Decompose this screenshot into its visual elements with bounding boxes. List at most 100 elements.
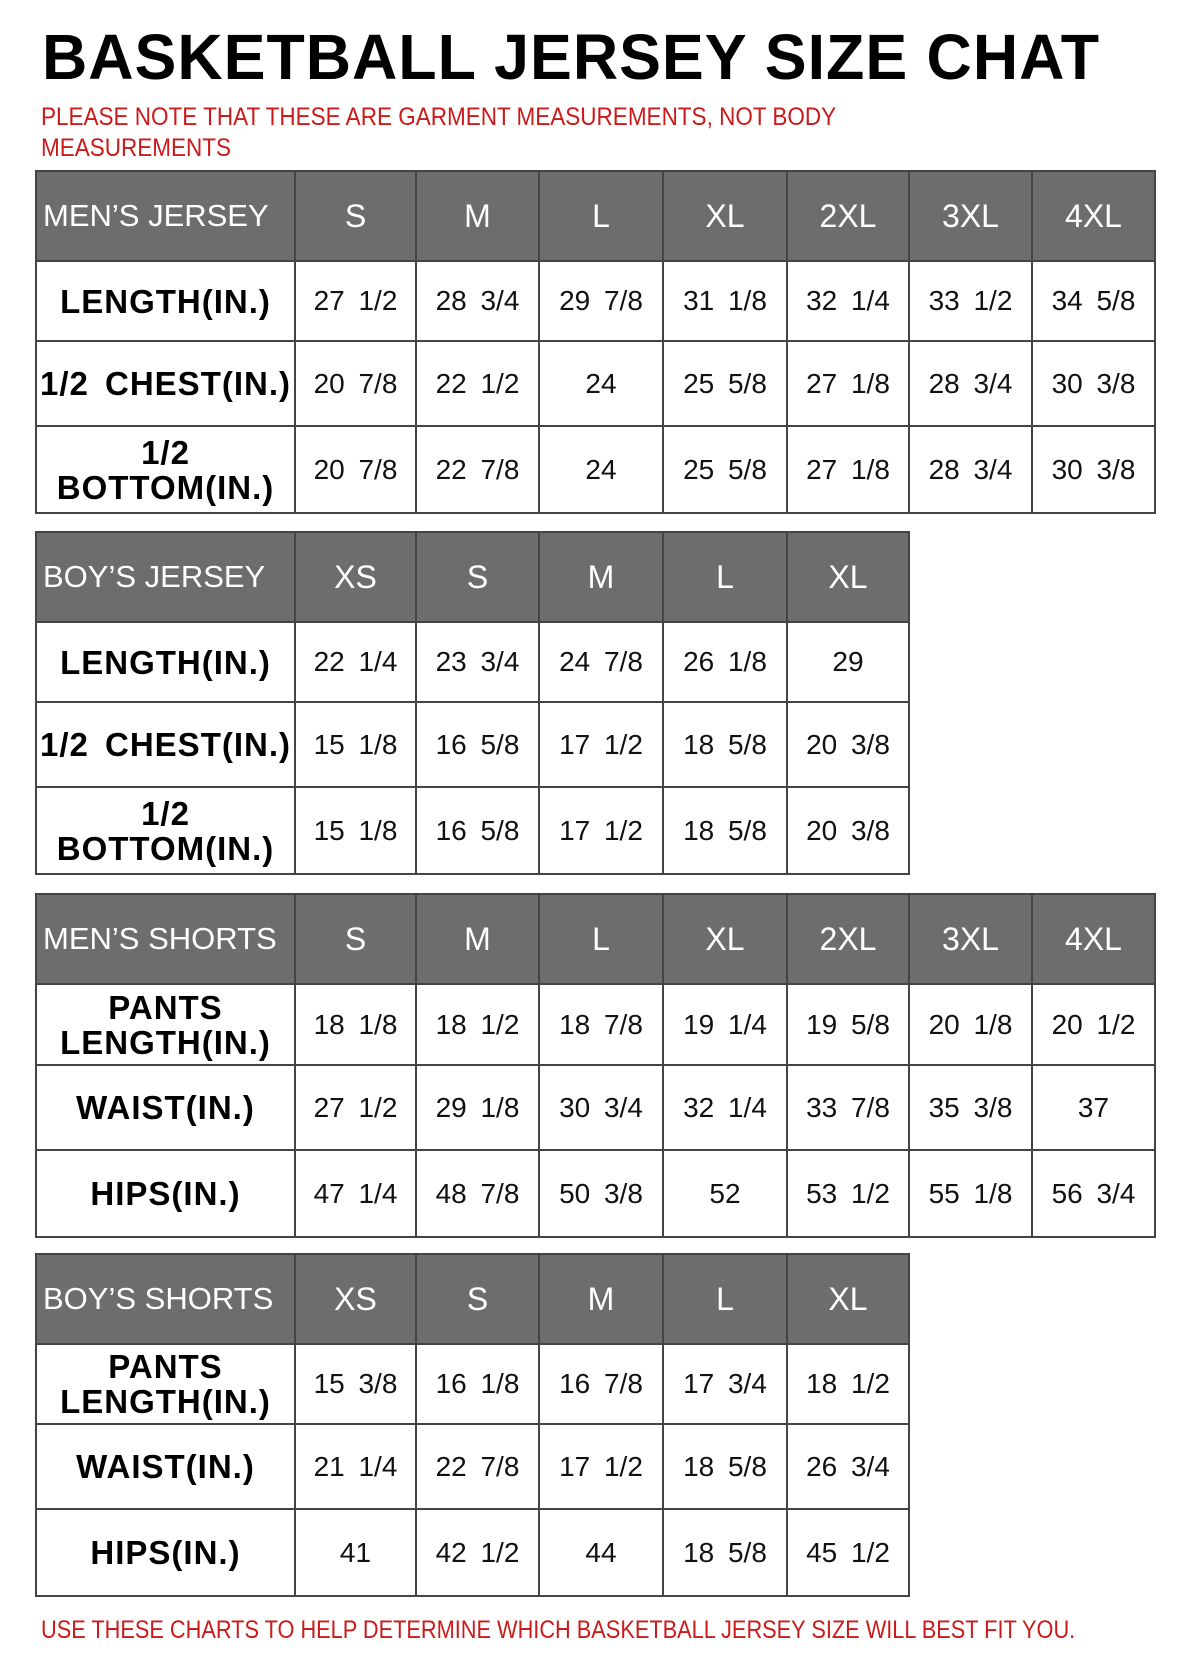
measurement-cell: 20 7/8	[294, 425, 417, 514]
table-row: 1/2 CHEST(IN.) 20 7/8 22 1/2 24 25 5/8 27 1/8…	[35, 340, 1156, 427]
size-header: 4XL	[1031, 170, 1156, 262]
row-label: HIPS(IN.)	[35, 1149, 296, 1238]
measurement-cell: 31 1/8	[662, 260, 788, 342]
size-header: L	[662, 1253, 788, 1345]
measurement-cell: 16 5/8	[415, 701, 540, 788]
table-row: LENGTH(IN.) 22 1/4 23 3/4 24 7/8 26 1/8 29	[35, 621, 910, 703]
measurement-cell: 22 7/8	[415, 1423, 540, 1510]
measurement-cell: 17 1/2	[538, 701, 664, 788]
measurement-cell: 27 1/8	[786, 425, 910, 514]
size-header: 4XL	[1031, 893, 1156, 985]
measurement-cell: 19 5/8	[786, 983, 910, 1066]
measurement-cell: 17 3/4	[662, 1343, 788, 1425]
size-table: MEN’S SHORTS S M L XL 2XL 3XL 4XL PANTS LENGTH(I…	[35, 893, 1156, 1238]
size-header: XL	[662, 893, 788, 985]
measurement-cell: 22 1/2	[415, 340, 540, 427]
measurement-cell: 18 5/8	[662, 1423, 788, 1510]
table-title: BOY’S SHORTS	[35, 1253, 296, 1345]
table-row: WAIST(IN.) 27 1/2 29 1/8 30 3/4 32 1/4 33 7/8…	[35, 1064, 1156, 1151]
measurement-cell: 30 3/8	[1031, 340, 1156, 427]
measurement-cell: 16 1/8	[415, 1343, 540, 1425]
size-header: S	[294, 893, 417, 985]
table-header-row: MEN’S JERSEY S M L XL 2XL 3XL 4XL	[35, 170, 1156, 262]
table-row: 1/2 CHEST(IN.) 15 1/8 16 5/8 17 1/2 18 5/8 20…	[35, 701, 910, 788]
measurement-cell: 24	[538, 425, 664, 514]
measurement-cell: 34 5/8	[1031, 260, 1156, 342]
measurement-cell: 21 1/4	[294, 1423, 417, 1510]
measurement-cell: 23 3/4	[415, 621, 540, 703]
measurement-cell: 20 7/8	[294, 340, 417, 427]
table-row: PANTS LENGTH(IN.) 18 1/8 18 1/2 18 7/8 19 1/…	[35, 983, 1156, 1066]
measurement-cell: 15 1/8	[294, 701, 417, 788]
measurement-cell: 56 3/4	[1031, 1149, 1156, 1238]
measurement-cell: 17 1/2	[538, 1423, 664, 1510]
page-title: BASKETBALL JERSEY SIZE CHAT	[42, 21, 1101, 93]
measurement-cell: 30 3/4	[538, 1064, 664, 1151]
measurement-cell: 18 1/8	[294, 983, 417, 1066]
measurement-cell: 18 7/8	[538, 983, 664, 1066]
size-header: L	[538, 170, 664, 262]
row-label: 1/2 BOTTOM(IN.)	[35, 786, 296, 875]
table-header-row: BOY’S JERSEY XS S M L XL	[35, 531, 910, 623]
measurement-cell: 18 5/8	[662, 1508, 788, 1597]
table-row: HIPS(IN.) 41 42 1/2 44 18 5/8 45 1/2	[35, 1508, 910, 1597]
measurement-cell: 27 1/2	[294, 260, 417, 342]
size-header: XS	[294, 531, 417, 623]
measurement-cell: 15 1/8	[294, 786, 417, 875]
size-header: XL	[662, 170, 788, 262]
size-header: L	[538, 893, 664, 985]
measurement-cell: 20 1/2	[1031, 983, 1156, 1066]
row-label: WAIST(IN.)	[35, 1423, 296, 1510]
measurement-cell: 35 3/8	[908, 1064, 1033, 1151]
row-label: LENGTH(IN.)	[35, 621, 296, 703]
size-table: BOY’S SHORTS XS S M L XL PANTS LENGTH(IN.) 15 3…	[35, 1253, 910, 1597]
measurement-cell: 42 1/2	[415, 1508, 540, 1597]
measurement-cell: 18 1/2	[415, 983, 540, 1066]
row-label: WAIST(IN.)	[35, 1064, 296, 1151]
measurement-cell: 16 5/8	[415, 786, 540, 875]
size-header: 3XL	[908, 893, 1033, 985]
measurement-cell: 18 5/8	[662, 786, 788, 875]
size-header: S	[294, 170, 417, 262]
size-header: XL	[786, 531, 910, 623]
size-header: M	[538, 1253, 664, 1345]
footer-note: USE THESE CHARTS TO HELP DETERMINE WHICH…	[41, 1616, 1076, 1644]
measurement-cell: 45 1/2	[786, 1508, 910, 1597]
measurement-cell: 27 1/8	[786, 340, 910, 427]
measurement-cell: 15 3/8	[294, 1343, 417, 1425]
size-table: BOY’S JERSEY XS S M L XL LENGTH(IN.) 22 1/4 23 3…	[35, 531, 910, 875]
measurement-cell: 27 1/2	[294, 1064, 417, 1151]
measurement-cell: 25 5/8	[662, 340, 788, 427]
row-label: PANTS LENGTH(IN.)	[35, 1343, 296, 1425]
measurement-cell: 33 1/2	[908, 260, 1033, 342]
measurement-cell: 24 7/8	[538, 621, 664, 703]
size-header: 2XL	[786, 170, 910, 262]
measurement-cell: 22 1/4	[294, 621, 417, 703]
measurement-cell: 32 1/4	[662, 1064, 788, 1151]
measurement-cell: 53 1/2	[786, 1149, 910, 1238]
measurement-cell: 37	[1031, 1064, 1156, 1151]
size-header: S	[415, 531, 540, 623]
measurement-cell: 52	[662, 1149, 788, 1238]
row-label: PANTS LENGTH(IN.)	[35, 983, 296, 1066]
measurement-cell: 18 1/2	[786, 1343, 910, 1425]
measurement-cell: 50 3/8	[538, 1149, 664, 1238]
size-header: 2XL	[786, 893, 910, 985]
measurement-cell: 19 1/4	[662, 983, 788, 1066]
measurement-cell: 41	[294, 1508, 417, 1597]
measurement-cell: 28 3/4	[908, 425, 1033, 514]
measurement-cell: 26 3/4	[786, 1423, 910, 1510]
row-label: LENGTH(IN.)	[35, 260, 296, 342]
measurement-cell: 47 1/4	[294, 1149, 417, 1238]
measurement-cell: 20 3/8	[786, 701, 910, 788]
measurement-cell: 55 1/8	[908, 1149, 1033, 1238]
table-row: 1/2 BOTTOM(IN.) 20 7/8 22 7/8 24 25 5/8 27 1/…	[35, 425, 1156, 514]
row-label: 1/2 CHEST(IN.)	[35, 701, 296, 788]
measurement-cell: 16 7/8	[538, 1343, 664, 1425]
table-title: BOY’S JERSEY	[35, 531, 296, 623]
measurement-cell: 29 7/8	[538, 260, 664, 342]
measurement-cell: 30 3/8	[1031, 425, 1156, 514]
measurement-cell: 20 3/8	[786, 786, 910, 875]
measurement-cell: 33 7/8	[786, 1064, 910, 1151]
table-header-row: BOY’S SHORTS XS S M L XL	[35, 1253, 910, 1345]
